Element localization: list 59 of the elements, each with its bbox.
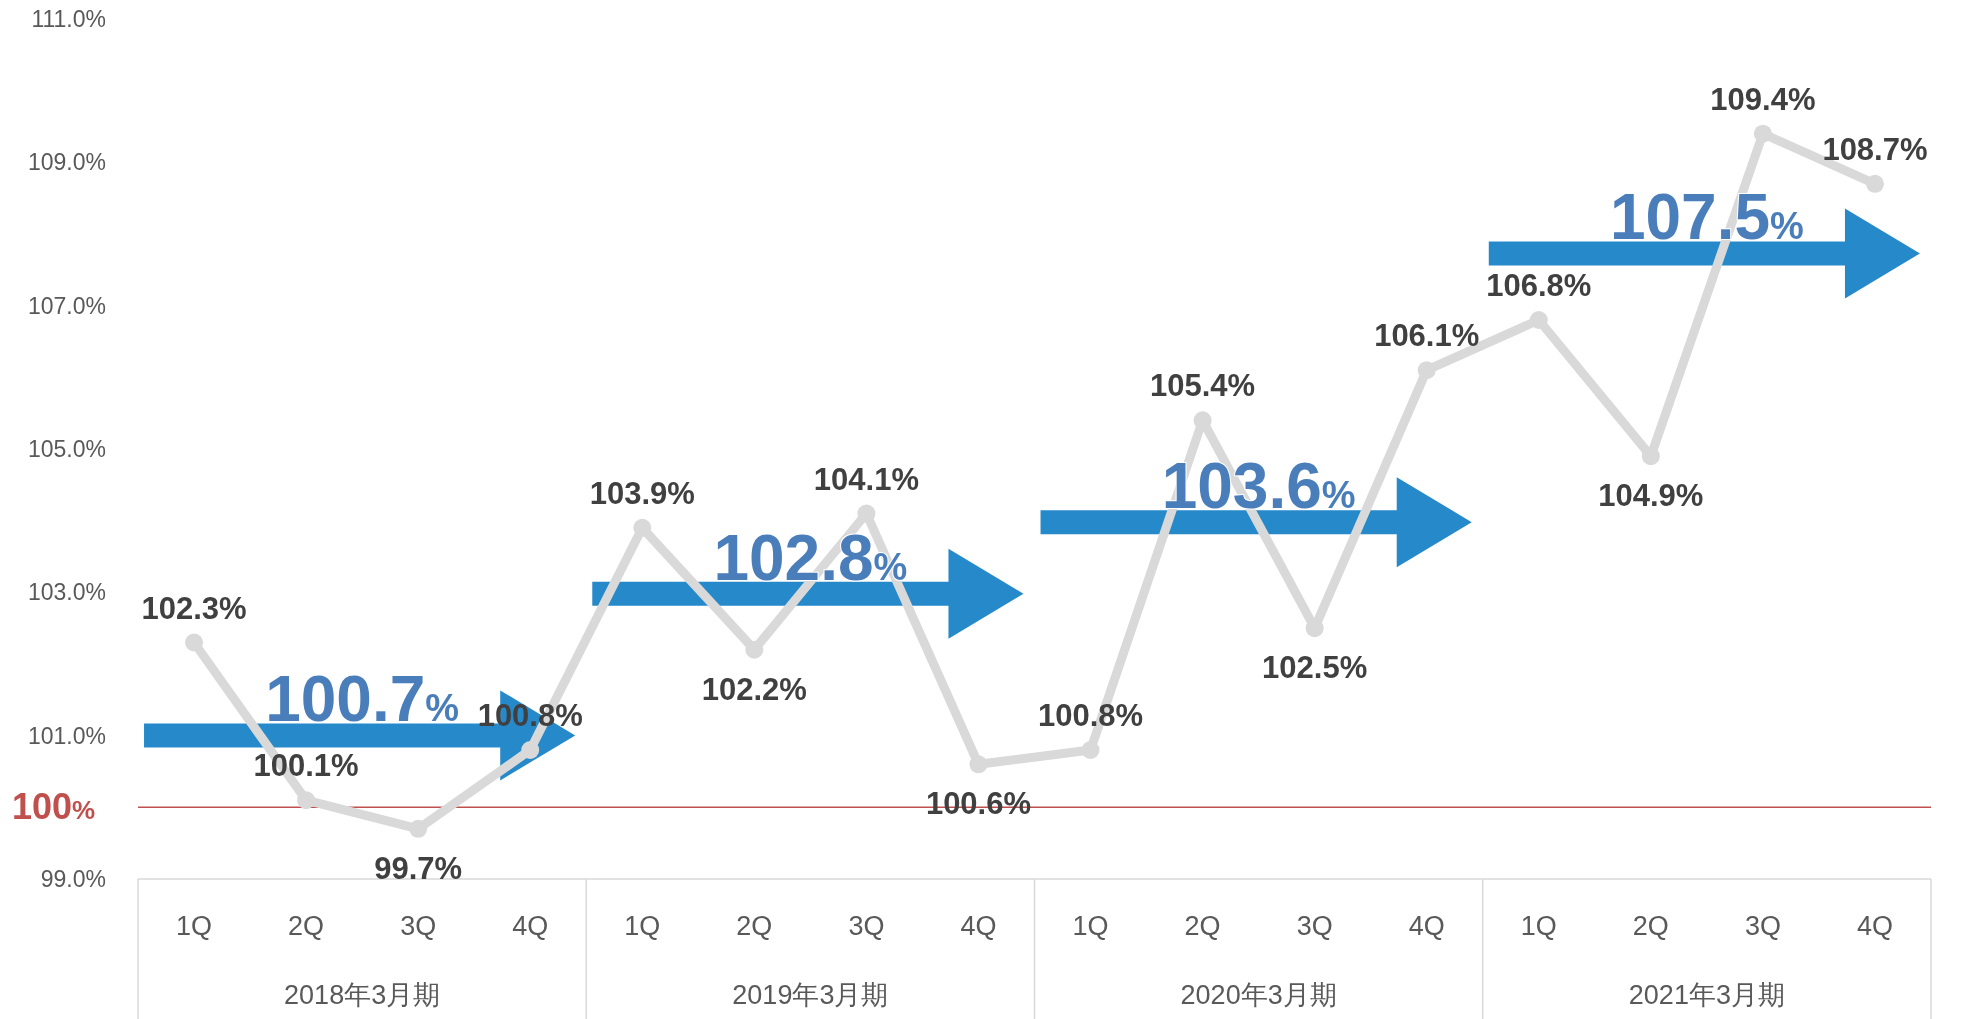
point [1865,174,1884,193]
annotation: 100.7% [265,663,460,736]
data-label: 106.1% [1374,318,1480,354]
x-tick-label: 4Q [960,911,997,941]
data-label: 104.9% [1598,478,1704,514]
text: 2021年3月期 [1628,980,1785,1010]
data-label: 102.3% [141,590,247,626]
data-label: 102.5% [1262,650,1368,686]
x-tick-label: 1Q [624,911,661,941]
text: 2018年3月期 [284,980,441,1010]
x-tick-label: 2Q [736,911,773,941]
point [969,755,988,774]
text: 2020年3月期 [1180,980,1337,1010]
point [297,791,316,810]
y-tick-label: 107.0% [27,292,106,319]
data-label: 109.4% [1710,81,1816,117]
x-tick-label: 3Q [1296,911,1333,941]
annotation: 107.5% [1609,181,1804,254]
x-tick-label: 4Q [512,911,549,941]
x-tick-label: 3Q [848,911,885,941]
point [1529,311,1548,329]
annotation: 102.8% [713,521,908,594]
data-label: 103.9% [589,475,695,511]
y-tick-label: 99.0% [40,866,106,892]
data-label: 106.8% [1486,268,1592,303]
point [633,518,652,537]
x-tick-label: 1Q [1072,911,1109,941]
x-tick-label: 3Q [1744,911,1781,941]
data-label: 99.7% [374,850,463,886]
x-tick-label: 4Q [1856,911,1893,941]
x-tick-label: 1Q [176,911,213,941]
point [1417,361,1436,380]
data-label: 108.7% [1822,131,1928,167]
data-label: 100.1% [253,748,359,784]
point [857,504,876,523]
x-tick-label: 1Q [1520,911,1557,941]
point [521,741,540,759]
x-tick-label: 3Q [400,911,437,941]
y-tick-label: 109.0% [27,149,106,176]
x-tick-label: 2Q [288,911,325,941]
point [409,819,428,838]
data-label: 100.8% [1037,698,1144,733]
y-tick-label: 111.0% [31,6,106,32]
text: 2019年3月期 [732,980,889,1010]
data-label: 105.4% [1150,368,1256,404]
point [1753,124,1772,143]
x-tick-label: 4Q [1408,911,1445,941]
y-tick-label: 105.0% [27,436,106,462]
point [185,633,204,652]
data-label: 104.1% [813,461,919,497]
ref-line-label: 100% [12,786,96,828]
x-tick-label: 2Q [1184,911,1221,941]
point [745,640,764,659]
point [1081,741,1100,759]
y-tick-label: 101.0% [27,722,106,749]
y-tick-label: 103.0% [27,579,106,606]
annotation: 103.6% [1161,450,1356,523]
x-tick-label: 2Q [1632,911,1669,941]
data-label: 102.2% [701,671,807,707]
